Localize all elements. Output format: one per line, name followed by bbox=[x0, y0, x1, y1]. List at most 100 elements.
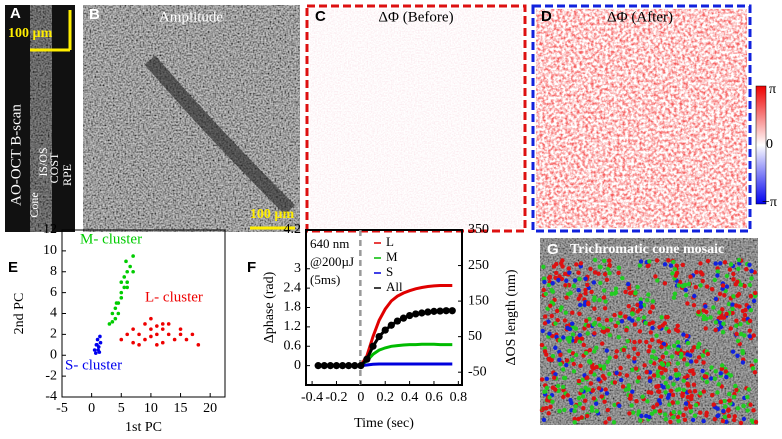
cone bbox=[675, 361, 681, 366]
cone bbox=[586, 323, 591, 328]
cone bbox=[550, 281, 555, 286]
cone bbox=[563, 310, 568, 315]
cone bbox=[643, 320, 648, 326]
cone bbox=[668, 419, 673, 425]
cone bbox=[640, 394, 645, 399]
cone bbox=[654, 333, 659, 338]
cone bbox=[566, 266, 571, 271]
layer-label: COST bbox=[47, 152, 61, 183]
y-tick-label: 2 bbox=[50, 327, 57, 342]
cone bbox=[696, 309, 701, 315]
cone bbox=[722, 293, 727, 298]
cone bbox=[751, 408, 756, 413]
cone bbox=[726, 301, 732, 307]
cone bbox=[542, 279, 547, 285]
point bbox=[128, 264, 132, 269]
cone bbox=[741, 416, 747, 422]
cone bbox=[691, 303, 697, 308]
cone bbox=[746, 387, 751, 392]
cone bbox=[698, 270, 704, 275]
cone bbox=[666, 345, 671, 350]
cone bbox=[549, 300, 554, 305]
cone bbox=[661, 375, 666, 380]
cone bbox=[688, 405, 693, 410]
cone bbox=[722, 414, 728, 420]
cone bbox=[727, 398, 732, 403]
cone bbox=[748, 293, 753, 299]
marker bbox=[387, 321, 395, 329]
cone bbox=[683, 401, 689, 406]
y-tick-label: 0 bbox=[50, 347, 57, 362]
cone bbox=[555, 308, 560, 314]
cone bbox=[688, 274, 693, 279]
cone bbox=[592, 331, 597, 336]
cone bbox=[693, 402, 699, 408]
cone bbox=[712, 417, 717, 422]
cone bbox=[630, 318, 635, 323]
phase-after-texture bbox=[536, 9, 747, 228]
cone bbox=[663, 417, 668, 422]
cone bbox=[556, 277, 561, 283]
cone bbox=[753, 290, 758, 296]
marker bbox=[314, 362, 322, 370]
cone bbox=[582, 302, 587, 307]
cone bbox=[604, 318, 610, 323]
cone bbox=[601, 295, 607, 300]
cone bbox=[623, 314, 628, 319]
cone bbox=[745, 394, 750, 400]
marker bbox=[363, 355, 371, 363]
cone bbox=[618, 365, 623, 371]
cone bbox=[649, 337, 655, 343]
cone bbox=[614, 370, 619, 375]
cone bbox=[682, 417, 688, 422]
cone bbox=[671, 382, 676, 387]
cone bbox=[641, 315, 647, 320]
cone bbox=[734, 303, 739, 308]
cone bbox=[646, 292, 651, 297]
cone bbox=[585, 413, 590, 419]
point bbox=[122, 275, 127, 279]
cone bbox=[716, 413, 721, 418]
cone bbox=[590, 388, 595, 393]
cone bbox=[752, 370, 758, 375]
cone bbox=[720, 307, 725, 312]
cone bbox=[681, 332, 686, 337]
cone bbox=[542, 321, 548, 326]
amplitude-texture bbox=[83, 5, 300, 232]
cone bbox=[647, 321, 652, 326]
cone bbox=[558, 362, 563, 367]
cone bbox=[703, 326, 708, 331]
cone bbox=[597, 297, 602, 303]
cone bbox=[576, 287, 581, 293]
cone bbox=[547, 357, 552, 362]
cone bbox=[697, 341, 702, 347]
cone bbox=[632, 356, 637, 361]
cone bbox=[638, 418, 643, 423]
legend-label: M bbox=[386, 249, 398, 264]
cone bbox=[588, 381, 594, 386]
cone bbox=[627, 411, 632, 416]
cone bbox=[625, 339, 630, 344]
cone bbox=[638, 259, 644, 264]
point bbox=[97, 350, 102, 354]
cone bbox=[638, 304, 644, 309]
cone bbox=[608, 317, 614, 323]
cone bbox=[589, 289, 594, 295]
cone bbox=[685, 362, 690, 367]
cone bbox=[632, 346, 637, 351]
cone bbox=[539, 377, 545, 382]
cone bbox=[565, 292, 571, 297]
cone bbox=[572, 416, 577, 422]
cone bbox=[645, 399, 650, 404]
point bbox=[125, 332, 129, 337]
cone bbox=[579, 336, 585, 341]
cone bbox=[602, 306, 608, 311]
cone bbox=[709, 365, 714, 370]
cone bbox=[724, 284, 730, 289]
layer-label: Cone bbox=[27, 192, 41, 217]
legend-label: L bbox=[386, 234, 394, 249]
cone bbox=[564, 362, 569, 368]
cluster-label: L- cluster bbox=[145, 289, 203, 305]
marker bbox=[405, 311, 414, 320]
cone bbox=[733, 383, 738, 389]
